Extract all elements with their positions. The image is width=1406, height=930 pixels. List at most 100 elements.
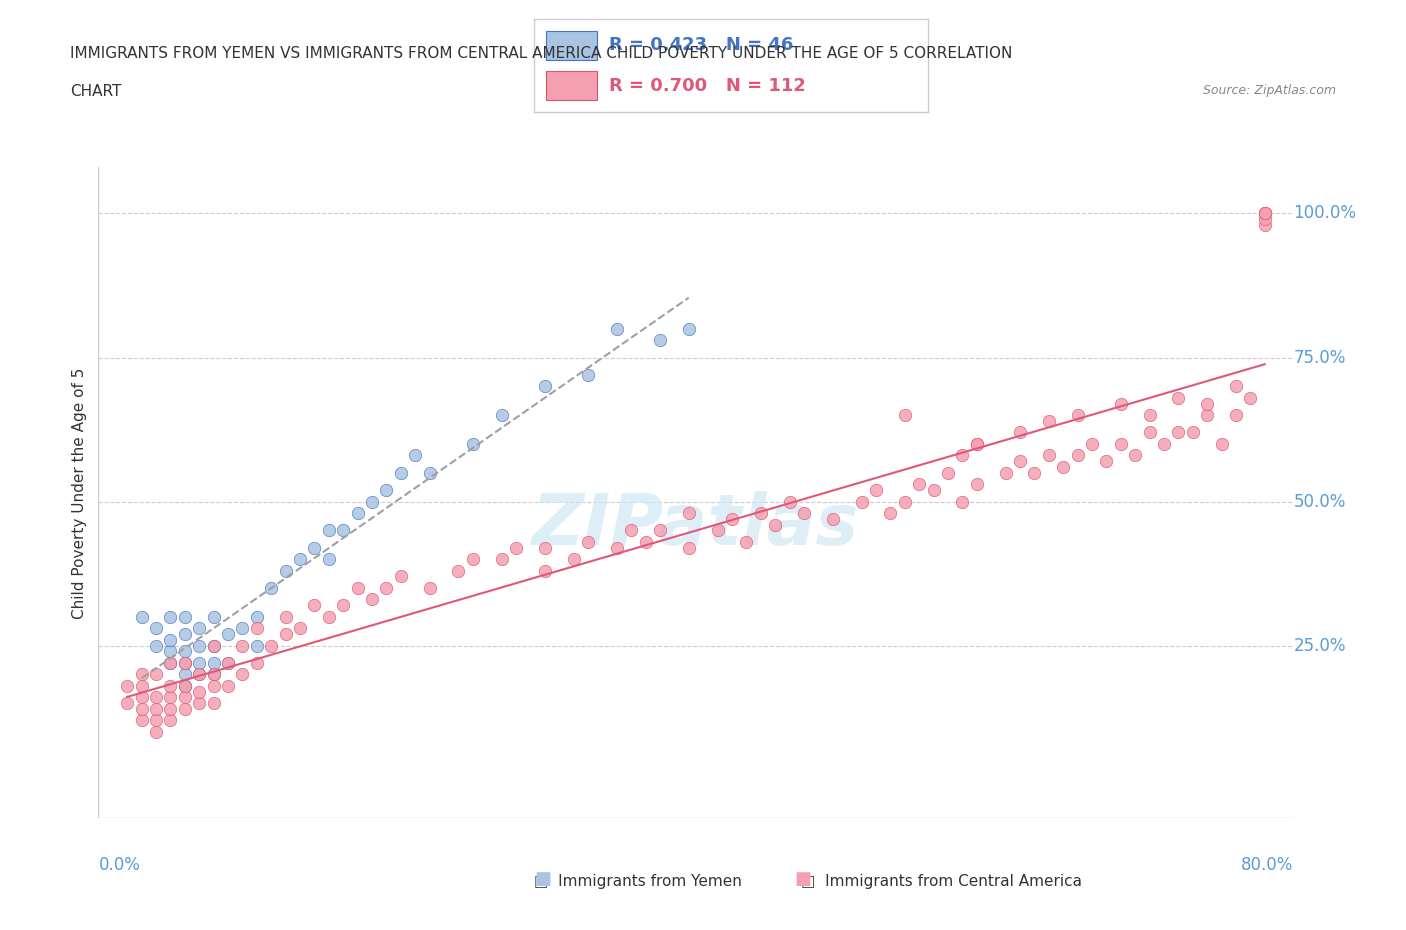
Point [188,696,211,711]
Point [678,540,700,555]
Point [966,436,988,451]
Text: ■: ■ [794,870,811,887]
Point [447,564,470,578]
Point [1052,459,1074,474]
Point [375,483,398,498]
Point [706,523,728,538]
Point [793,506,815,521]
Y-axis label: Child Poverty Under the Age of 5: Child Poverty Under the Age of 5 [72,367,87,618]
Text: Source: ZipAtlas.com: Source: ZipAtlas.com [1202,84,1336,97]
Point [159,656,181,671]
Point [1123,448,1146,463]
Point [202,667,225,682]
Point [173,627,195,642]
Point [159,679,181,694]
Point [159,690,181,705]
Point [159,656,181,671]
Point [648,523,671,538]
Point [217,656,239,671]
Point [950,448,973,463]
Text: 50.0%: 50.0% [1294,493,1346,511]
Point [1254,218,1277,232]
Point [274,609,297,624]
Point [115,679,138,694]
Point [1008,454,1031,469]
Point [893,407,915,422]
Point [231,621,253,636]
Point [131,690,153,705]
Point [562,551,585,566]
Point [1181,425,1204,440]
Point [318,609,340,624]
Point [231,667,253,682]
Point [966,436,988,451]
Point [361,592,384,607]
Point [288,621,311,636]
Point [246,621,269,636]
Point [1109,436,1132,451]
Point [389,465,412,480]
Point [1066,407,1088,422]
Point [1254,206,1277,221]
Point [188,656,211,671]
Point [1038,414,1060,429]
Point [1167,391,1189,405]
Point [202,656,225,671]
Point [145,638,167,653]
Point [1211,436,1233,451]
Point [159,713,181,728]
Point [188,621,211,636]
Point [576,535,599,550]
Point [1139,407,1161,422]
Point [678,321,700,336]
Point [131,667,153,682]
Point [188,684,211,699]
FancyBboxPatch shape [546,71,598,100]
Point [346,506,368,521]
Point [173,609,195,624]
Point [173,656,195,671]
Text: 100.0%: 100.0% [1294,205,1357,222]
Text: R = 0.423   N = 46: R = 0.423 N = 46 [609,35,793,54]
Point [735,535,758,550]
Point [533,379,555,393]
Point [1081,436,1104,451]
Point [217,679,239,694]
Point [821,512,844,526]
Point [361,494,384,509]
Point [159,644,181,658]
Point [1139,425,1161,440]
Point [274,627,297,642]
Point [389,569,412,584]
Point [491,551,513,566]
Point [173,656,195,671]
Point [346,580,368,595]
Text: 0.0%: 0.0% [98,856,141,873]
Point [879,506,901,521]
Point [231,638,253,653]
Point [173,644,195,658]
Text: □  Immigrants from Yemen: □ Immigrants from Yemen [534,874,742,889]
Point [145,621,167,636]
Point [173,690,195,705]
Point [246,609,269,624]
Text: R = 0.700   N = 112: R = 0.700 N = 112 [609,76,806,95]
Point [1024,465,1046,480]
Point [202,638,225,653]
Point [1167,425,1189,440]
Point [966,477,988,492]
Point [202,696,225,711]
Point [606,321,628,336]
Point [288,551,311,566]
Point [131,679,153,694]
Point [202,667,225,682]
Point [419,465,441,480]
Point [461,551,484,566]
Point [304,598,326,613]
Point [721,512,744,526]
Point [648,333,671,348]
Point [893,494,915,509]
Point [145,724,167,739]
Point [1254,206,1277,221]
Point [318,551,340,566]
